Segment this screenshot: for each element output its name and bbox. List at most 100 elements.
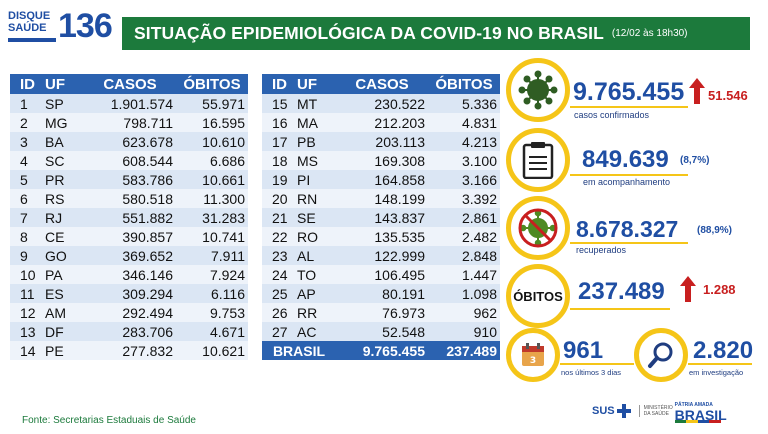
table-row: 11 ES 309.294 6.116 xyxy=(10,284,248,303)
table-header-row: ID UF CASOS ÓBITOS xyxy=(262,74,500,94)
cell-uf: PI xyxy=(294,170,336,189)
cell-obitos: 1.098 xyxy=(428,284,500,303)
cell-casos: 346.146 xyxy=(84,265,176,284)
cell-uf: TO xyxy=(294,265,336,284)
col-id-header: ID xyxy=(10,74,42,94)
cell-uf: RR xyxy=(294,303,336,322)
page-title: SITUAÇÃO EPIDEMIOLÓGICA DA COVID-19 NO B… xyxy=(134,23,604,43)
last3days-value: 961 xyxy=(563,337,604,364)
monitoring-label: em acompanhamento xyxy=(583,177,671,187)
investigation-underline xyxy=(688,363,752,365)
cell-id: 2 xyxy=(10,113,42,132)
total-cases: 9.765.455 xyxy=(336,341,428,360)
table-row: 5 PR 583.786 10.661 xyxy=(10,170,248,189)
cell-obitos: 2.848 xyxy=(428,246,500,265)
cell-casos: 1.901.574 xyxy=(84,94,176,113)
cell-uf: AL xyxy=(294,246,336,265)
cell-id: 25 xyxy=(262,284,294,303)
logo-text: DISQUE SAÚDE xyxy=(8,10,50,34)
total-label: BRASIL xyxy=(262,341,336,360)
deaths-delta: 1.288 xyxy=(703,282,736,297)
cell-casos: 390.857 xyxy=(84,227,176,246)
cell-uf: SC xyxy=(42,151,84,170)
cell-casos: 583.786 xyxy=(84,170,176,189)
cell-uf: CE xyxy=(42,227,84,246)
cell-id: 27 xyxy=(262,322,294,341)
table-row: 7 RJ 551.882 31.283 xyxy=(10,208,248,227)
cell-uf: MG xyxy=(42,113,84,132)
cell-casos: 230.522 xyxy=(336,94,428,113)
magnifier-icon xyxy=(648,342,673,368)
logo-number: 136 xyxy=(58,7,113,45)
cell-obitos: 7.911 xyxy=(176,246,248,265)
cell-obitos: 2.482 xyxy=(428,227,500,246)
confirmed-badge xyxy=(506,58,570,122)
cell-obitos: 16.595 xyxy=(176,113,248,132)
title-bar: SITUAÇÃO EPIDEMIOLÓGICA DA COVID-19 NO B… xyxy=(122,17,750,50)
cell-uf: RN xyxy=(294,189,336,208)
cell-casos: 623.678 xyxy=(84,132,176,151)
cell-casos: 80.191 xyxy=(336,284,428,303)
investigation-label: em investigação xyxy=(689,368,744,377)
logo-line1: DISQUE xyxy=(8,10,51,22)
cell-obitos: 6.116 xyxy=(176,284,248,303)
deaths-underline xyxy=(570,308,670,310)
states-table-left: ID UF CASOS ÓBITOS 1 SP 1.901.574 55.971 2 MG… xyxy=(10,74,248,360)
table-row: 3 BA 623.678 10.610 xyxy=(10,132,248,151)
page-subtitle: (12/02 às 18h30) xyxy=(611,28,688,39)
cell-casos: 122.999 xyxy=(336,246,428,265)
cell-uf: AP xyxy=(294,284,336,303)
table-row: 17 PB 203.113 4.213 xyxy=(262,132,500,151)
cell-id: 10 xyxy=(10,265,42,284)
cell-uf: PR xyxy=(42,170,84,189)
table-row: 6 RS 580.518 11.300 xyxy=(10,189,248,208)
cell-id: 4 xyxy=(10,151,42,170)
cell-id: 14 xyxy=(10,341,42,360)
ministry-text: MINISTÉRIO DA SAÚDE xyxy=(638,405,673,417)
cell-obitos: 11.300 xyxy=(176,189,248,208)
cell-casos: 551.882 xyxy=(84,208,176,227)
cell-obitos: 3.392 xyxy=(428,189,500,208)
table-row: 27 AC 52.548 910 xyxy=(262,322,500,341)
investigation-badge xyxy=(634,328,688,382)
confirmed-label: casos confirmados xyxy=(574,110,650,120)
col-uf-header: UF xyxy=(294,74,336,94)
cell-uf: ES xyxy=(42,284,84,303)
col-casos-header: CASOS xyxy=(336,74,428,94)
table-row: 2 MG 798.711 16.595 xyxy=(10,113,248,132)
cell-obitos: 2.861 xyxy=(428,208,500,227)
cell-uf: RJ xyxy=(42,208,84,227)
cell-id: 5 xyxy=(10,170,42,189)
cell-obitos: 1.447 xyxy=(428,265,500,284)
cell-uf: GO xyxy=(42,246,84,265)
cell-uf: SE xyxy=(294,208,336,227)
cell-casos: 309.294 xyxy=(84,284,176,303)
cell-uf: PE xyxy=(42,341,84,360)
recovered-badge xyxy=(506,196,570,260)
cell-obitos: 4.671 xyxy=(176,322,248,341)
cell-casos: 148.199 xyxy=(336,189,428,208)
confirmed-value: 9.765.455 xyxy=(573,78,685,106)
monitoring-underline xyxy=(570,174,688,176)
last3days-underline xyxy=(560,363,634,365)
cell-uf: MS xyxy=(294,151,336,170)
deaths-value: 237.489 xyxy=(578,278,665,305)
states-table-right: ID UF CASOS ÓBITOS 15 MT 230.522 5.336 16 MA 2… xyxy=(262,74,500,360)
col-uf-header: UF xyxy=(42,74,84,94)
cell-uf: AC xyxy=(294,322,336,341)
cell-obitos: 31.283 xyxy=(176,208,248,227)
flag-bar xyxy=(674,419,721,423)
cell-casos: 580.518 xyxy=(84,189,176,208)
brasil-logo: PÁTRIA AMADA BRASIL xyxy=(674,400,727,423)
confirmed-underline xyxy=(570,106,688,108)
svg-text:3: 3 xyxy=(530,356,536,366)
deaths-badge-label: ÓBITOS xyxy=(513,288,563,304)
cell-casos: 52.548 xyxy=(336,322,428,341)
cell-uf: MT xyxy=(294,94,336,113)
crossed-virus-icon xyxy=(518,208,558,248)
calendar-icon: 3 xyxy=(522,343,544,366)
table-row: 14 PE 277.832 10.621 xyxy=(10,341,248,360)
cell-id: 9 xyxy=(10,246,42,265)
cell-id: 15 xyxy=(262,94,294,113)
cell-obitos: 10.621 xyxy=(176,341,248,360)
